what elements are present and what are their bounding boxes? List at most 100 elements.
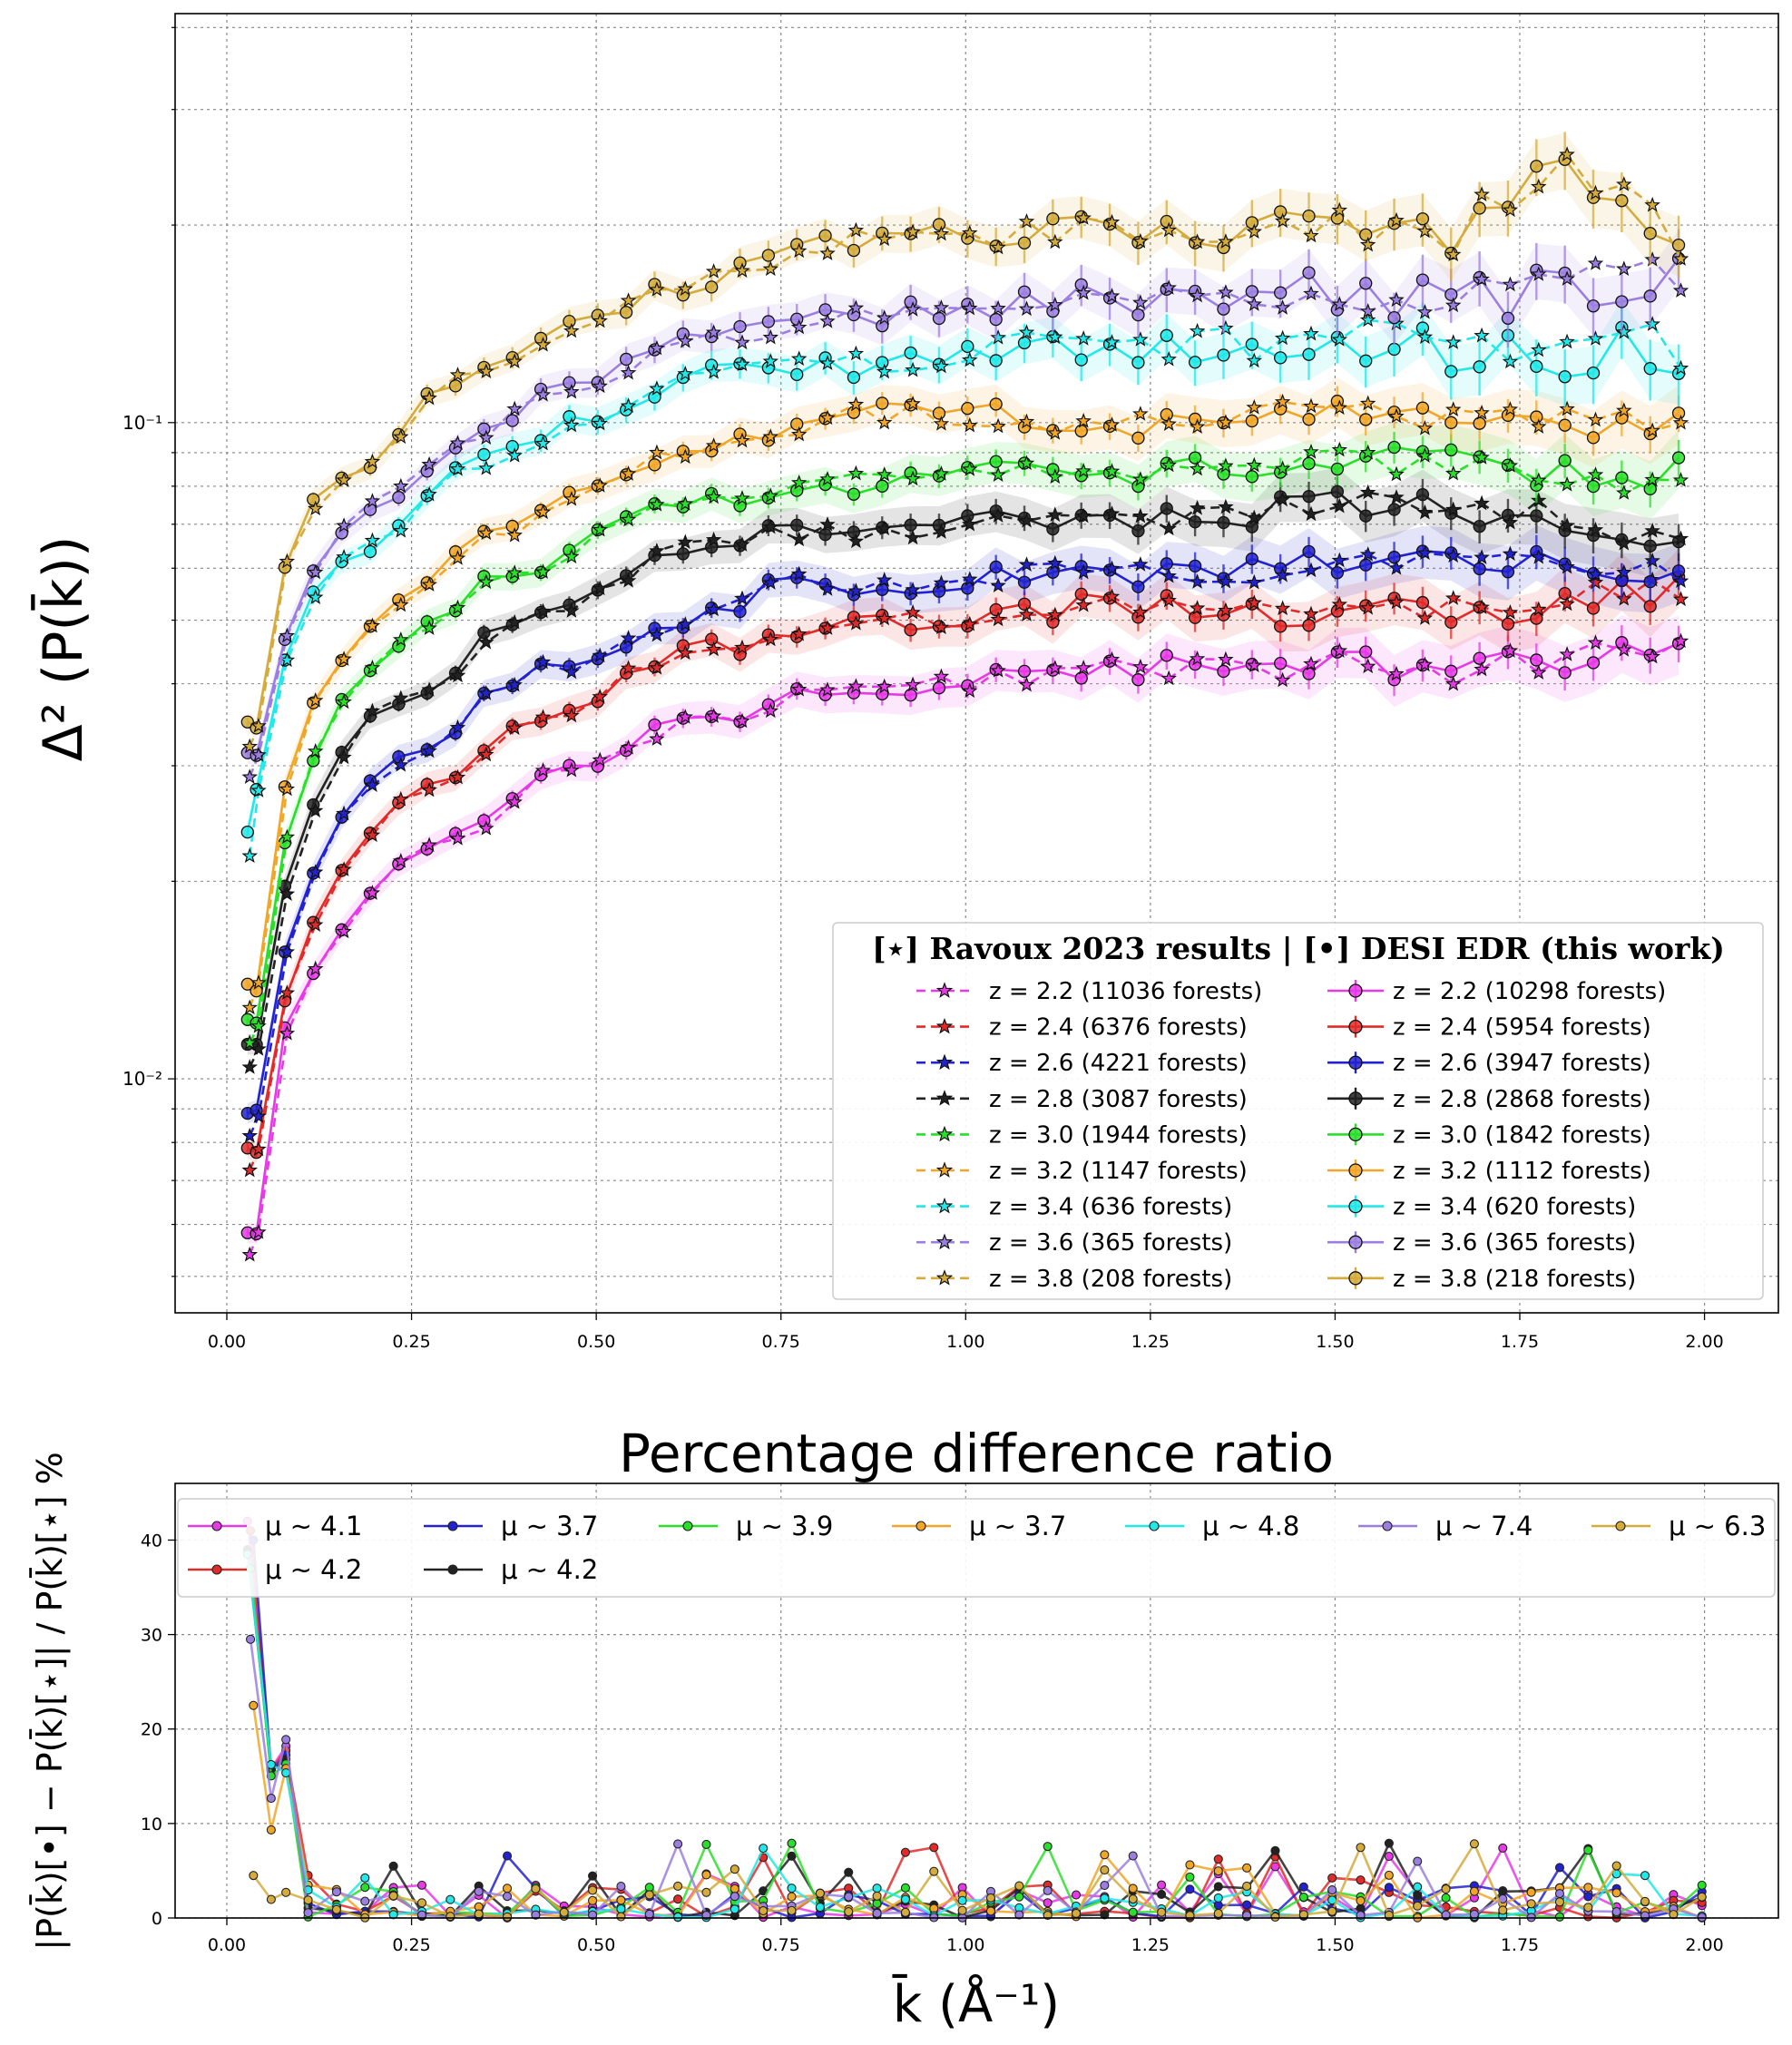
legend-marker bbox=[211, 1564, 222, 1575]
ravoux-marker bbox=[563, 491, 580, 506]
desi-marker bbox=[705, 632, 719, 646]
ravoux-marker bbox=[1559, 270, 1575, 286]
legend-entry-ravoux: z = 2.8 (3087 forests) bbox=[916, 1086, 1248, 1113]
desi-marker bbox=[1586, 366, 1601, 380]
ratio-marker bbox=[1242, 1863, 1252, 1873]
desi-marker bbox=[733, 256, 747, 269]
ravoux-marker bbox=[250, 782, 267, 797]
ravoux-marker bbox=[1075, 596, 1092, 612]
ratio-marker bbox=[1611, 1906, 1621, 1917]
ratio-marker bbox=[1611, 1888, 1621, 1898]
legend-marker bbox=[447, 1521, 458, 1531]
bottom-legend-entry: μ ∼ 3.7 bbox=[892, 1511, 1066, 1541]
desi-marker bbox=[1217, 302, 1230, 316]
ravoux-marker bbox=[1047, 468, 1063, 484]
ravoux-marker bbox=[1502, 603, 1519, 620]
ravoux-marker bbox=[1047, 425, 1063, 440]
ravoux-marker bbox=[250, 974, 267, 990]
ravoux-marker bbox=[279, 780, 296, 797]
ravoux-marker bbox=[592, 415, 608, 431]
ravoux-marker bbox=[790, 318, 808, 335]
legend-label: μ ∼ 3.7 bbox=[501, 1511, 598, 1541]
ravoux-marker bbox=[1388, 407, 1405, 424]
desi-marker bbox=[1387, 551, 1401, 564]
desi-marker bbox=[1217, 515, 1230, 530]
ravoux-marker bbox=[478, 573, 495, 590]
ratio-marker bbox=[1554, 1897, 1565, 1907]
ratio-marker bbox=[1356, 1875, 1366, 1885]
ratio-marker bbox=[1014, 1881, 1024, 1891]
desi-marker bbox=[1188, 611, 1202, 624]
ravoux-marker bbox=[1644, 648, 1660, 664]
ravoux-marker bbox=[1530, 472, 1547, 487]
ravoux-marker bbox=[506, 719, 523, 736]
bottom-x-tick-labels: 0.00 0.25 0.50 0.75 1.00 1.25 1.50 1.75 2.00 bbox=[208, 1935, 1724, 1955]
ravoux-marker bbox=[1132, 331, 1149, 347]
ravoux-marker bbox=[1587, 634, 1604, 651]
ravoux-marker bbox=[961, 682, 978, 699]
ravoux-marker bbox=[1388, 665, 1405, 681]
desi-marker bbox=[1245, 552, 1258, 566]
ravoux-marker bbox=[734, 432, 750, 448]
ratio-marker bbox=[900, 1883, 910, 1893]
desi-marker bbox=[876, 356, 889, 369]
ratio-marker bbox=[416, 1898, 427, 1908]
ravoux-marker bbox=[649, 281, 665, 297]
top-panel: 0.00 0.25 0.50 0.75 1.00 1.25 1.50 1.75 2.00 10⁻… bbox=[30, 13, 1779, 1352]
ravoux-marker bbox=[705, 641, 722, 657]
desi-marker bbox=[1046, 212, 1060, 226]
ravoux-marker bbox=[1559, 400, 1575, 416]
legend-label: z = 2.2 (10298 forests) bbox=[1393, 978, 1666, 1005]
ravoux-marker bbox=[677, 616, 694, 631]
desi-marker bbox=[240, 977, 254, 991]
ratio-marker bbox=[1043, 1842, 1053, 1852]
ravoux-marker bbox=[620, 397, 637, 414]
ratio-marker bbox=[1441, 1893, 1451, 1903]
ravoux-marker bbox=[1474, 599, 1490, 614]
ravoux-marker bbox=[1075, 210, 1092, 225]
ravoux-marker bbox=[1274, 299, 1291, 315]
desi-marker bbox=[1643, 539, 1657, 553]
ratio-marker bbox=[1157, 1889, 1167, 1900]
ravoux-marker bbox=[449, 667, 466, 683]
ravoux-marker bbox=[1132, 556, 1149, 572]
ravoux-marker bbox=[1018, 300, 1035, 317]
ravoux-marker bbox=[1416, 610, 1434, 625]
desi-marker bbox=[1302, 266, 1316, 279]
ravoux-marker bbox=[279, 627, 296, 643]
desi-marker bbox=[1586, 656, 1601, 670]
ravoux-marker bbox=[1103, 651, 1121, 667]
ravoux-marker bbox=[819, 245, 836, 260]
ravoux-marker bbox=[1559, 517, 1575, 533]
legend-circle-marker bbox=[1348, 1019, 1363, 1034]
ravoux-marker bbox=[563, 322, 580, 338]
ravoux-marker bbox=[241, 1059, 259, 1074]
desi-marker bbox=[1160, 214, 1173, 229]
ravoux-marker bbox=[819, 581, 836, 596]
series-z3.8 bbox=[240, 132, 1689, 754]
ravoux-marker bbox=[1274, 491, 1291, 507]
ratio-marker bbox=[1441, 1884, 1451, 1894]
ravoux-marker bbox=[1359, 302, 1376, 318]
desi-marker bbox=[1415, 321, 1430, 335]
ravoux-line bbox=[249, 491, 1681, 1068]
ravoux-marker bbox=[307, 691, 324, 708]
ratio-marker bbox=[787, 1851, 797, 1861]
ravoux-marker bbox=[819, 681, 836, 697]
desi-marker bbox=[392, 750, 406, 764]
desi-marker bbox=[1444, 288, 1458, 301]
legend-marker bbox=[682, 1521, 693, 1531]
desi-marker bbox=[477, 626, 491, 640]
desi-marker bbox=[1387, 310, 1401, 325]
ratio-marker bbox=[446, 1912, 455, 1922]
ratio-marker bbox=[281, 1735, 291, 1745]
ravoux-marker bbox=[478, 685, 495, 700]
ratio-marker bbox=[502, 1851, 513, 1861]
top-x-tick-label: 0.00 bbox=[208, 1332, 246, 1352]
ravoux-marker bbox=[933, 225, 950, 241]
ravoux-marker bbox=[1075, 413, 1092, 428]
desi-marker bbox=[1131, 356, 1145, 369]
desi-line bbox=[247, 445, 1680, 1025]
ratio-marker bbox=[1554, 1912, 1565, 1922]
ravoux-marker bbox=[1388, 489, 1405, 504]
